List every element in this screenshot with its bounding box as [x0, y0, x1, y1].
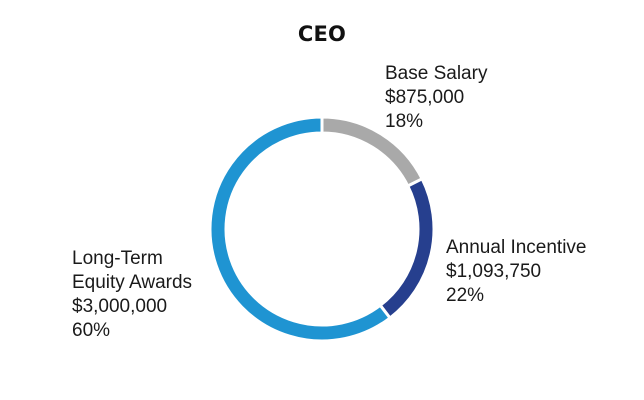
- slice-name-annual-incentive: Annual Incentive: [446, 237, 587, 258]
- slice-label-base-salary: Base Salary $875,000 18%: [385, 62, 487, 134]
- slice-label-long-term-equity: Long-Term Equity Awards $3,000,000 60%: [72, 247, 192, 343]
- donut-slice-annual-incentive: [378, 176, 436, 321]
- slice-percent-annual-incentive: 22%: [446, 285, 485, 306]
- chart-title: CEO: [297, 22, 347, 46]
- slice-name-base-salary: Base Salary: [385, 63, 488, 84]
- slice-percent-base-salary: 18%: [385, 111, 424, 132]
- slice-label-annual-incentive: Annual Incentive $1,093,750 22%: [446, 236, 587, 308]
- slice-value-base-salary: $875,000: [385, 87, 465, 108]
- slice-value-long-term-equity: $3,000,000: [72, 296, 168, 317]
- donut-slice-long-term-equity-awards: [208, 115, 393, 343]
- slice-name-long-term-equity-line2: Equity Awards: [72, 272, 193, 293]
- slice-percent-long-term-equity: 60%: [72, 320, 111, 341]
- donut-slices: [208, 115, 436, 343]
- slice-name-long-term-equity-line1: Long-Term: [72, 248, 163, 269]
- slice-value-annual-incentive: $1,093,750: [446, 261, 542, 282]
